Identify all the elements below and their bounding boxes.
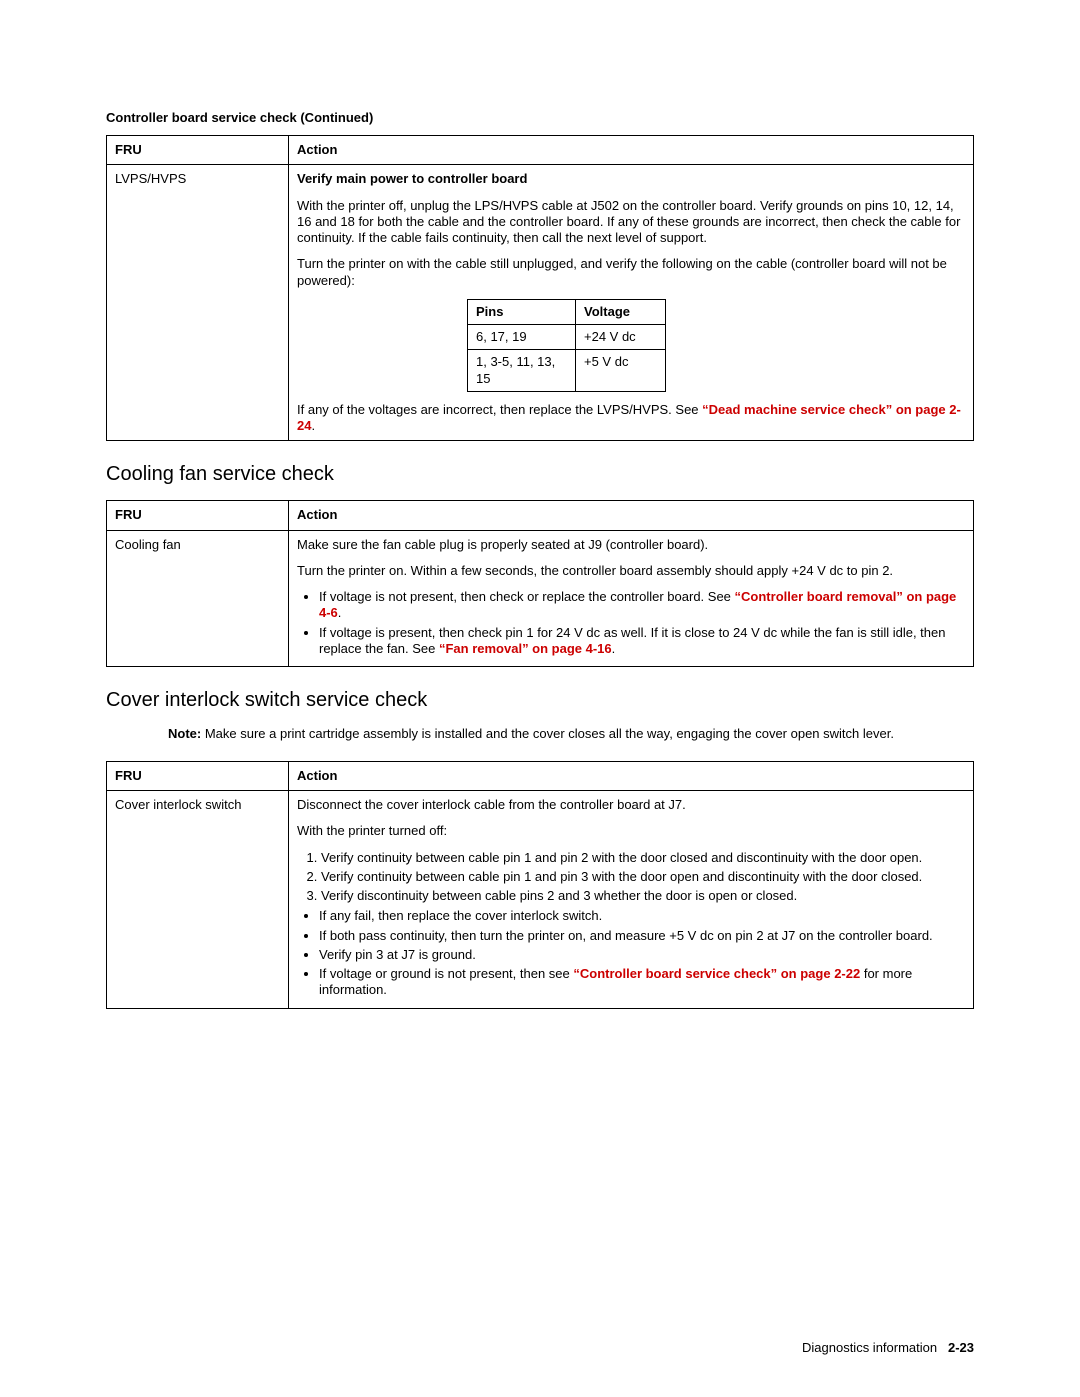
inner-r2-pins: 1, 3-5, 11, 13, 15: [468, 350, 576, 392]
p2: Turn the printer on with the cable still…: [297, 256, 965, 289]
s2-b1a: If voltage is not present, then check or…: [319, 589, 735, 604]
footer-page: 2-23: [948, 1340, 974, 1355]
th-action: Action: [289, 501, 974, 530]
action-cell: Verify main power to controller board Wi…: [289, 165, 974, 441]
s2-b2b: .: [612, 641, 616, 656]
footer: Diagnostics information 2-23: [802, 1340, 974, 1355]
inner-r1-pins: 6, 17, 19: [468, 325, 576, 350]
note-text: Make sure a print cartridge assembly is …: [201, 726, 894, 741]
th-fru: FRU: [107, 501, 289, 530]
s2-b1: If voltage is not present, then check or…: [319, 589, 965, 622]
s3-p1: Disconnect the cover interlock cable fro…: [297, 797, 965, 813]
link-controller-board-service-check[interactable]: “Controller board service check” on page…: [573, 966, 860, 981]
th-fru: FRU: [107, 761, 289, 790]
section2-title: Cooling fan service check: [106, 463, 974, 486]
s2-bullets: If voltage is not present, then check or…: [297, 589, 965, 657]
note-label: Note:: [168, 726, 201, 741]
fru-cell: Cooling fan: [107, 530, 289, 667]
s3-b4a: If voltage or ground is not present, the…: [319, 966, 573, 981]
s3-n3: Verify discontinuity between cable pins …: [321, 888, 965, 904]
s3-nums: Verify continuity between cable pin 1 an…: [297, 850, 965, 905]
th-action: Action: [289, 761, 974, 790]
section2-table: FRU Action Cooling fan Make sure the fan…: [106, 500, 974, 667]
s3-n2: Verify continuity between cable pin 1 an…: [321, 869, 965, 885]
s2-b2: If voltage is present, then check pin 1 …: [319, 625, 965, 658]
th-fru: FRU: [107, 136, 289, 165]
inner-th-volt: Voltage: [576, 299, 666, 324]
link-fan-removal[interactable]: “Fan removal” on page 4-16: [439, 641, 612, 656]
action-cell: Disconnect the cover interlock cable fro…: [289, 791, 974, 1009]
fru-cell: Cover interlock switch: [107, 791, 289, 1009]
fru-cell: LVPS/HVPS: [107, 165, 289, 441]
s2-b2a: If voltage is present, then check pin 1 …: [319, 625, 946, 656]
s3-b1: If any fail, then replace the cover inte…: [319, 908, 965, 924]
section3-table: FRU Action Cover interlock switch Discon…: [106, 761, 974, 1009]
inner-r2-volt: +5 V dc: [576, 350, 666, 392]
p3: If any of the voltages are incorrect, th…: [297, 402, 965, 435]
p3b: .: [311, 418, 315, 433]
s3-b4: If voltage or ground is not present, the…: [319, 966, 965, 999]
inner-r1-volt: +24 V dc: [576, 325, 666, 350]
s3-n1: Verify continuity between cable pin 1 an…: [321, 850, 965, 866]
s3-b3: Verify pin 3 at J7 is ground.: [319, 947, 965, 963]
action-cell: Make sure the fan cable plug is properly…: [289, 530, 974, 667]
s3-p2: With the printer turned off:: [297, 823, 965, 839]
s2-b1b: .: [338, 605, 342, 620]
inner-th-pins: Pins: [468, 299, 576, 324]
section3-title: Cover interlock switch service check: [106, 689, 974, 712]
s3-bullets: If any fail, then replace the cover inte…: [297, 908, 965, 998]
sub1: Verify main power to controller board: [297, 171, 965, 187]
section1-title: Controller board service check (Continue…: [106, 110, 974, 125]
page: Controller board service check (Continue…: [0, 0, 1080, 1397]
th-action: Action: [289, 136, 974, 165]
s2-p2: Turn the printer on. Within a few second…: [297, 563, 965, 579]
section1-table: FRU Action LVPS/HVPS Verify main power t…: [106, 135, 974, 441]
s3-b2: If both pass continuity, then turn the p…: [319, 928, 965, 944]
inner-table: Pins Voltage 6, 17, 19 +24 V dc 1, 3-5, …: [467, 299, 666, 392]
p1: With the printer off, unplug the LPS/HVP…: [297, 198, 965, 247]
footer-label: Diagnostics information: [802, 1340, 937, 1355]
note-block: Note: Make sure a print cartridge assemb…: [168, 726, 974, 743]
p3a: If any of the voltages are incorrect, th…: [297, 402, 702, 417]
s2-p1: Make sure the fan cable plug is properly…: [297, 537, 965, 553]
